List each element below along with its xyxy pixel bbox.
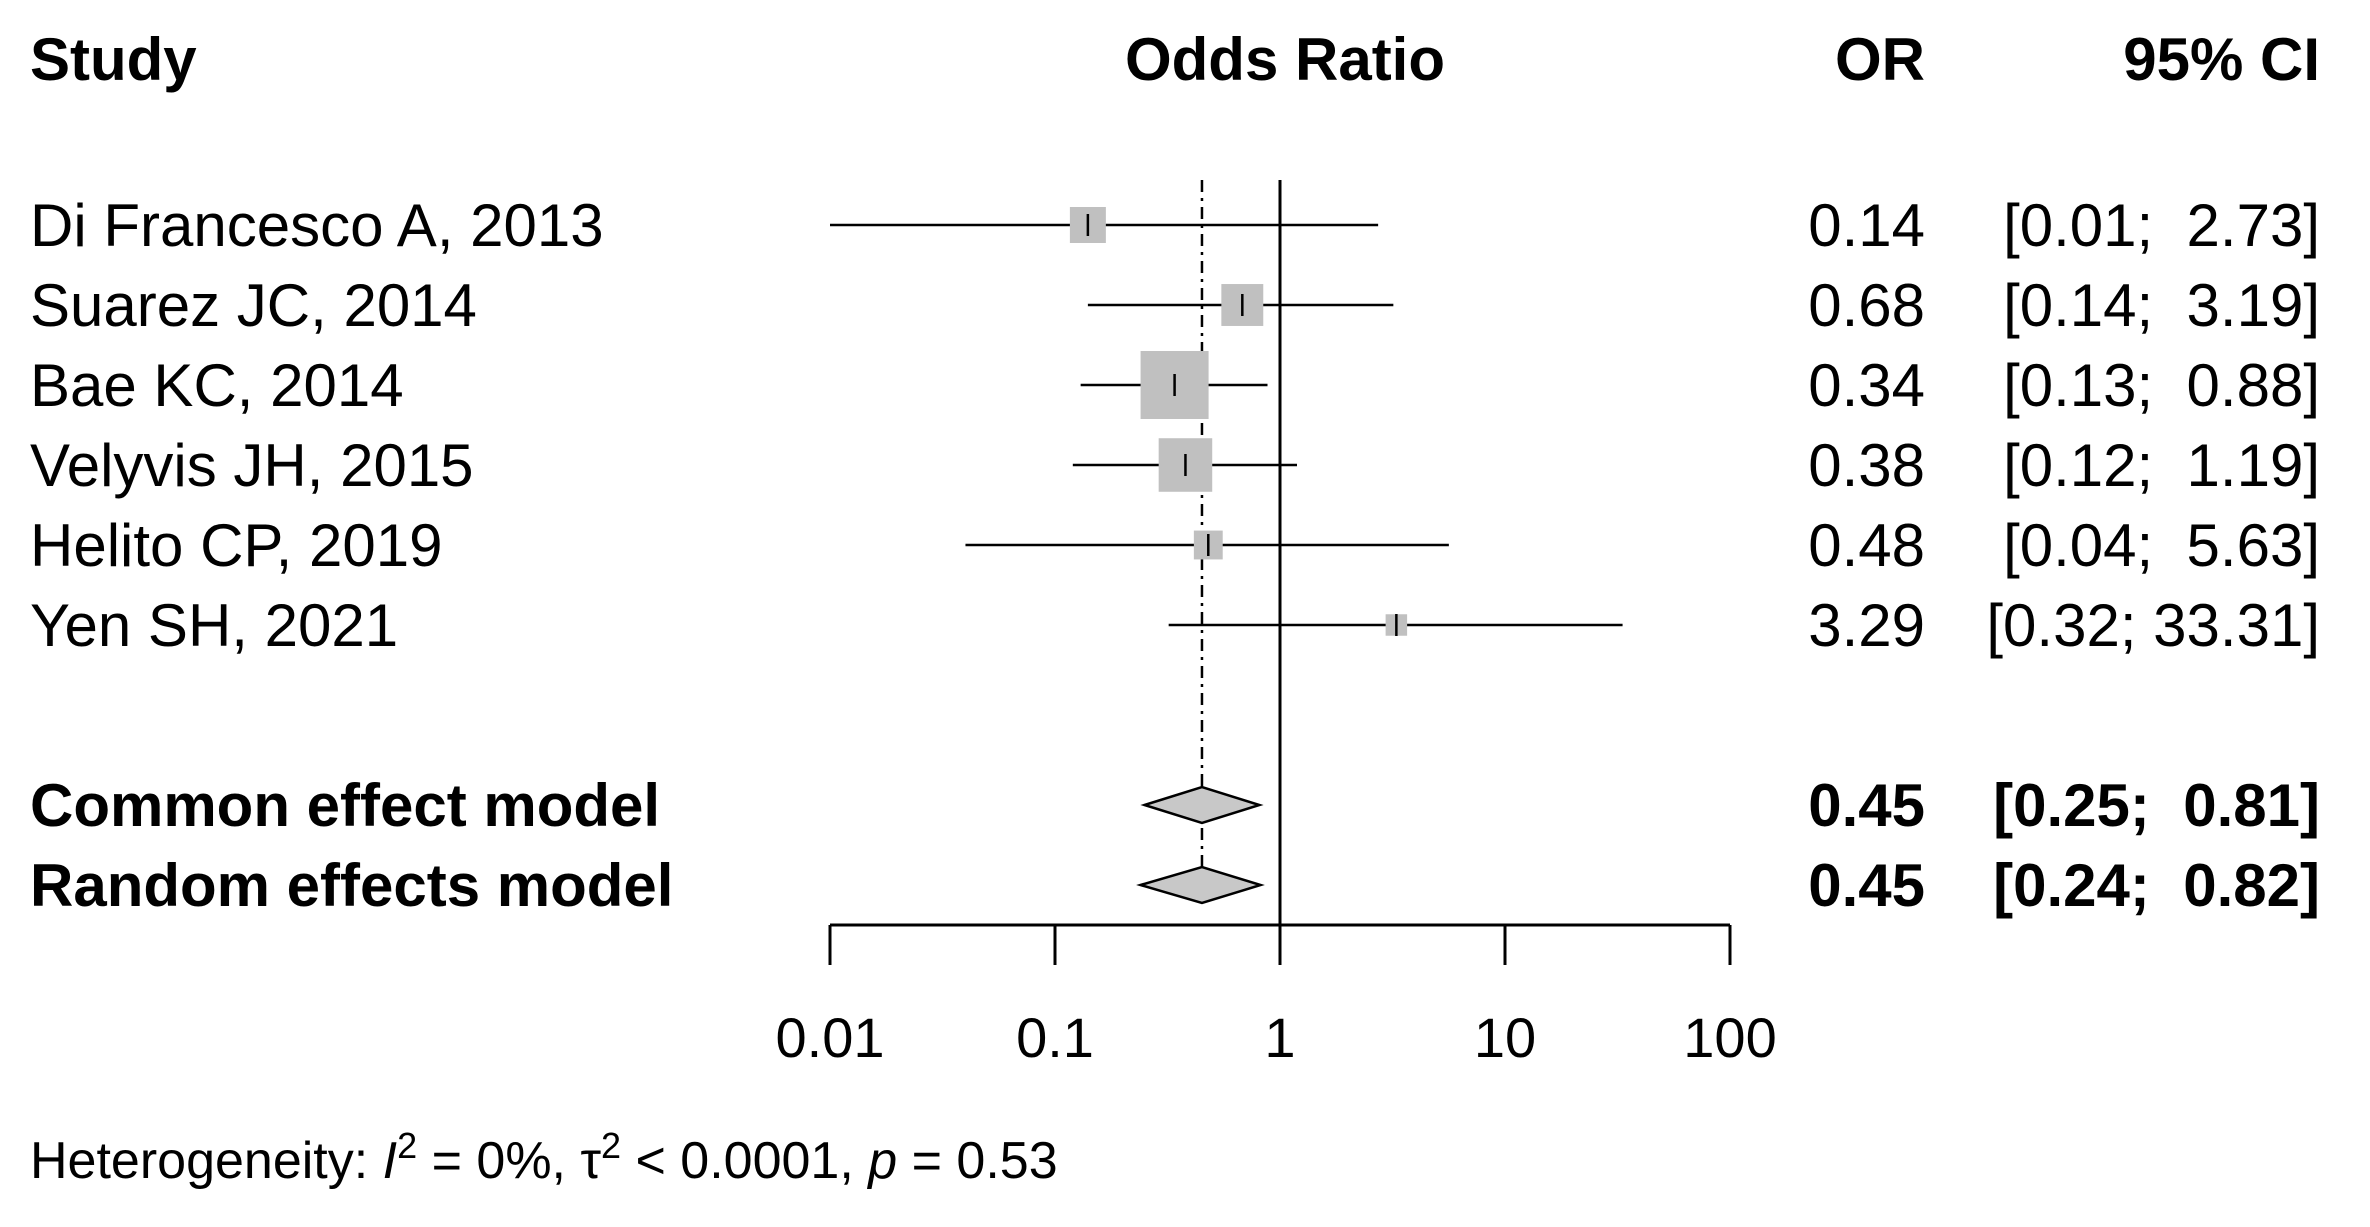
- study-label: Bae KC, 2014: [30, 352, 404, 419]
- study-label: Velyvis JH, 2015: [30, 432, 474, 499]
- x-tick-label: 100: [1683, 1006, 1776, 1069]
- study-ci: [0.13; 0.88]: [2003, 352, 2320, 419]
- tau-superscript: 2: [601, 1125, 621, 1166]
- study-or: 0.68: [1808, 272, 1925, 339]
- x-tick-label: 1: [1264, 1006, 1295, 1069]
- summary-or: 0.45: [1808, 772, 1925, 839]
- summary-or: 0.45: [1808, 852, 1925, 919]
- heterogeneity-prefix: Heterogeneity:: [30, 1132, 383, 1190]
- heterogeneity-text: Heterogeneity: I2 = 0%, τ2 < 0.0001, p =…: [30, 1125, 1058, 1191]
- summary-ci: [0.24; 0.82]: [1993, 852, 2320, 919]
- study-label: Helito CP, 2019: [30, 512, 443, 579]
- summary-label: Random effects model: [30, 852, 673, 919]
- summary-ci: [0.25; 0.81]: [1993, 772, 2320, 839]
- i2-superscript: 2: [397, 1125, 417, 1166]
- tau-value: < 0.0001,: [621, 1132, 868, 1190]
- summary-label: Common effect model: [30, 772, 660, 839]
- study-or: 0.34: [1808, 352, 1925, 419]
- study-label: Suarez JC, 2014: [30, 272, 477, 339]
- p-value: = 0.53: [897, 1132, 1057, 1190]
- i2-symbol: I: [383, 1132, 397, 1190]
- header-study: Study: [30, 26, 197, 93]
- x-tick-label: 0.01: [776, 1006, 885, 1069]
- study-ci: [0.01; 2.73]: [2003, 192, 2320, 259]
- or-values: 0.14 [0.01; 2.73] 0.68 [0.14; 3.19] 0.34 [0.1…: [1808, 192, 2320, 919]
- x-tick-label: 10: [1474, 1006, 1536, 1069]
- tau-symbol: τ: [580, 1132, 601, 1190]
- study-label: Yen SH, 2021: [30, 592, 398, 659]
- study-labels: Di Francesco A, 2013 Suarez JC, 2014 Bae K…: [30, 192, 673, 919]
- header-or: OR: [1835, 26, 1925, 93]
- header-odds-ratio: Odds Ratio: [1125, 26, 1445, 93]
- header-ci: 95% CI: [2123, 26, 2320, 93]
- x-tick-label: 0.1: [1016, 1006, 1094, 1069]
- i2-value: = 0%,: [417, 1132, 580, 1190]
- summary-diamond: [1136, 865, 1265, 905]
- study-ci: [0.32; 33.31]: [1986, 592, 2320, 659]
- summary-diamond: [1140, 785, 1264, 825]
- study-ci: [0.14; 3.19]: [2003, 272, 2320, 339]
- study-ci: [0.04; 5.63]: [2003, 512, 2320, 579]
- p-symbol: p: [866, 1132, 897, 1190]
- study-or: 3.29: [1808, 592, 1925, 659]
- study-label: Di Francesco A, 2013: [30, 192, 604, 259]
- study-ci: [0.12; 1.19]: [2003, 432, 2320, 499]
- study-or: 0.48: [1808, 512, 1925, 579]
- study-or: 0.14: [1808, 192, 1925, 259]
- study-or: 0.38: [1808, 432, 1925, 499]
- plot-area: 0.01 0.1 1 10 100: [776, 180, 1777, 1069]
